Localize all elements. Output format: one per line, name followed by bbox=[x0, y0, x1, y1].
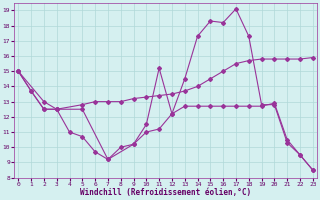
X-axis label: Windchill (Refroidissement éolien,°C): Windchill (Refroidissement éolien,°C) bbox=[80, 188, 251, 197]
